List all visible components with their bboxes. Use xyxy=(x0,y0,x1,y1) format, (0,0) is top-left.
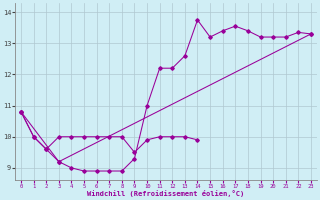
X-axis label: Windchill (Refroidissement éolien,°C): Windchill (Refroidissement éolien,°C) xyxy=(87,190,244,197)
